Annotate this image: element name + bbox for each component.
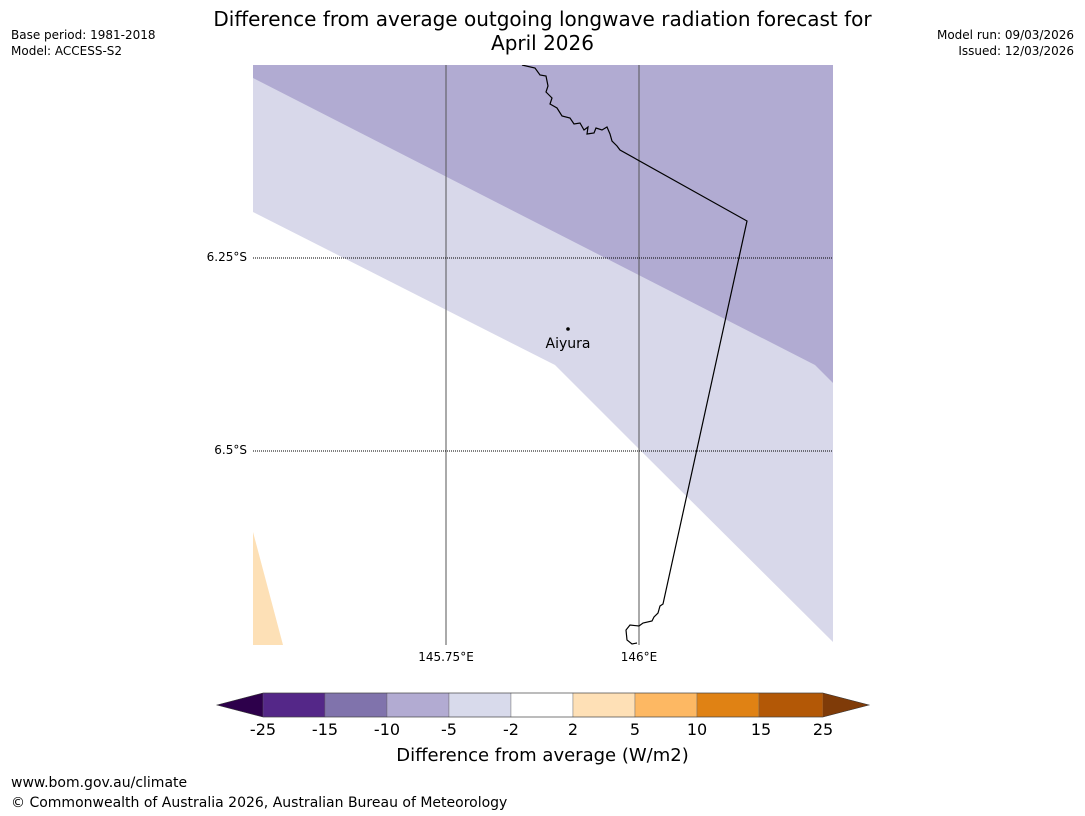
colorbar-swatch [448,692,512,718]
colorbar-swatch [510,692,574,718]
title-line-2: April 2026 [491,31,594,55]
colorbar-tick: 15 [750,720,772,739]
colorbar-tick: -25 [249,720,277,739]
lat-label-6-25: 6.25°S [206,250,247,264]
model-run: Model run: 09/03/2026 [936,28,1074,42]
colorbar-tick: 2 [567,720,579,739]
anomaly-band-2-5 [253,532,283,645]
colorbar-tick: -15 [311,720,339,739]
colorbar-extend-low [217,693,263,717]
lat-label-6-5: 6.5°S [214,443,247,457]
base-period: Base period: 1981-2018 [11,28,156,42]
colorbar-label: Difference from average (W/m2) [396,745,689,766]
colorbar-swatch [696,692,760,718]
map-title: Difference from average outgoing longwav… [0,7,1085,55]
footer-url[interactable]: www.bom.gov.au/climate [11,775,188,791]
colorbar-swatch [324,692,388,718]
model-name: Model: ACCESS-S2 [11,44,123,58]
lon-label-146: 146°E [620,650,658,664]
anomaly-band-minus10-minus5 [253,65,833,383]
title-line-1: Difference from average outgoing longwav… [213,7,872,31]
colorbar-tick: -2 [503,720,519,739]
colorbar-swatch [386,692,450,718]
colorbar-tick: -10 [373,720,401,739]
footer-copyright: © Commonwealth of Australia 2026, Austra… [11,795,508,811]
issued-date: Issued: 12/03/2026 [958,44,1074,58]
colorbar-tick: 25 [812,720,834,739]
colorbar [215,692,871,718]
colorbar-swatch [758,692,824,718]
colorbar-swatch [262,692,326,718]
boundary-line [521,65,748,645]
header-left: Base period: 1981-2018 Model: ACCESS-S2 [11,27,156,59]
colorbar-swatch [572,692,636,718]
map-area [253,65,833,645]
colorbar-tick: 10 [686,720,708,739]
place-label: Aiyura [545,336,591,352]
header-right: Model run: 09/03/2026 Issued: 12/03/2026 [937,27,1074,59]
colorbar-extend-high [823,693,869,717]
colorbar-tick: 5 [629,720,641,739]
place-marker [566,327,570,331]
lon-label-145-75: 145.75°E [418,650,474,664]
colorbar-swatch [634,692,698,718]
colorbar-tick: -5 [441,720,457,739]
colorbar-outline [215,692,871,718]
